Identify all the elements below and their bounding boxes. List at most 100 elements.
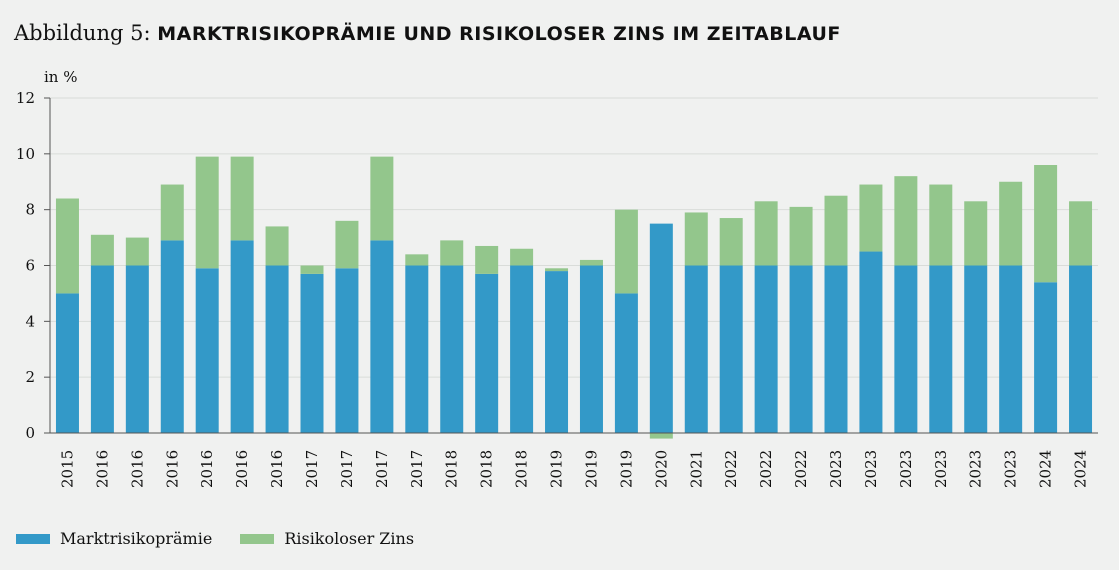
x-tick-label: 2016 <box>233 450 251 488</box>
bar-marktrisikopraemie <box>824 265 848 433</box>
x-tick-label: 2017 <box>338 450 356 488</box>
x-tick-label: 2016 <box>198 450 216 488</box>
x-tick-label: 2021 <box>687 450 705 488</box>
bar-marktrisikopraemie <box>265 265 289 433</box>
x-tick-label: 2018 <box>478 450 496 488</box>
x-tick-label: 2018 <box>513 450 531 488</box>
bar-risikoloser-zins <box>335 220 359 269</box>
bar-marktrisikopraemie <box>649 223 673 433</box>
x-tick-label: 2022 <box>722 450 740 488</box>
x-tick-label: 2016 <box>163 450 181 488</box>
bar-marktrisikopraemie <box>894 265 918 433</box>
bar-marktrisikopraemie <box>859 251 883 433</box>
bar-risikoloser-zins <box>370 156 394 241</box>
bar-risikoloser-zins <box>405 254 429 266</box>
figure-number: Abbildung 5: <box>14 21 151 45</box>
bar-marktrisikopraemie <box>475 273 499 433</box>
bar-risikoloser-zins <box>824 195 848 266</box>
x-tick-label: 2016 <box>93 450 111 488</box>
legend-item-mrp: Marktrisikoprämie <box>16 529 212 548</box>
bar-marktrisikopraemie <box>999 265 1023 433</box>
bar-marktrisikopraemie <box>160 240 184 433</box>
bars <box>55 156 1093 439</box>
legend-label-mrp: Marktrisikoprämie <box>60 529 213 548</box>
bar-risikoloser-zins <box>964 201 988 266</box>
legend: Marktrisikoprämie Risikoloser Zins <box>16 529 442 548</box>
bar-marktrisikopraemie <box>684 265 708 433</box>
grid-lines <box>50 97 1098 378</box>
bar-marktrisikopraemie <box>789 265 813 433</box>
bar-risikoloser-zins <box>999 181 1023 266</box>
bar-marktrisikopraemie <box>964 265 988 433</box>
bar-marktrisikopraemie <box>195 268 219 433</box>
bar-risikoloser-zins <box>195 156 219 269</box>
x-tick-label: 2023 <box>1002 450 1020 488</box>
y-tick-label: 4 <box>25 312 35 330</box>
bar-risikoloser-zins <box>1034 165 1058 283</box>
bar-risikoloser-zins <box>649 433 673 439</box>
x-tick-label: 2022 <box>792 450 810 488</box>
y-tick-label: 2 <box>25 368 35 386</box>
bar-marktrisikopraemie <box>719 265 743 433</box>
x-tick-label: 2024 <box>1072 450 1090 488</box>
bar-risikoloser-zins <box>614 209 638 294</box>
bar-risikoloser-zins <box>579 259 603 266</box>
x-tick-label: 2023 <box>967 450 985 488</box>
y-tick-label: 8 <box>25 201 35 219</box>
bar-marktrisikopraemie <box>300 273 324 433</box>
bar-risikoloser-zins <box>90 234 114 266</box>
x-tick-label: 2017 <box>408 450 426 488</box>
bar-risikoloser-zins <box>160 184 184 241</box>
legend-swatch-rf <box>240 533 275 544</box>
bar-risikoloser-zins <box>265 226 289 266</box>
legend-swatch-mrp <box>16 533 50 544</box>
x-tick-label: 2023 <box>897 450 915 488</box>
bar-risikoloser-zins <box>230 156 254 241</box>
x-tick-label: 2024 <box>1037 450 1055 488</box>
x-tick-label: 2022 <box>757 450 775 488</box>
y-axis-ticks: 0 2 4 6 8 10 12 <box>16 89 50 442</box>
bar-marktrisikopraemie <box>335 268 359 433</box>
bar-risikoloser-zins <box>300 265 324 274</box>
x-tick-label: 2018 <box>443 450 461 488</box>
bar-marktrisikopraemie <box>55 293 79 433</box>
bar-marktrisikopraemie <box>510 265 534 433</box>
bar-risikoloser-zins <box>475 245 499 274</box>
bar-marktrisikopraemie <box>405 265 429 433</box>
bar-marktrisikopraemie <box>230 240 254 433</box>
chart-title: Abbildung 5: MARKTRISIKOPRÄMIE UND RISIK… <box>14 20 841 47</box>
x-tick-label: 2017 <box>303 450 321 488</box>
y-tick-label: 6 <box>25 257 35 275</box>
x-tick-label: 2019 <box>582 450 600 488</box>
x-tick-label: 2016 <box>268 450 286 488</box>
x-tick-label: 2016 <box>128 450 146 488</box>
x-tick-label: 2023 <box>932 450 950 488</box>
bar-marktrisikopraemie <box>579 265 603 433</box>
x-tick-label: 2015 <box>58 450 76 488</box>
bar-marktrisikopraemie <box>1069 265 1093 433</box>
bar-risikoloser-zins <box>125 237 149 266</box>
bar-marktrisikopraemie <box>929 265 953 433</box>
x-tick-label: 2023 <box>827 450 845 488</box>
x-tick-label: 2019 <box>548 450 566 488</box>
bar-marktrisikopraemie <box>125 265 149 433</box>
bar-risikoloser-zins <box>789 206 813 266</box>
x-axis-tick-labels: 2015 2016 2016 2016 2016 2016 2016 2017 2017 2017… <box>58 450 1089 488</box>
bar-risikoloser-zins <box>929 184 953 266</box>
x-tick-label: 2017 <box>373 450 391 488</box>
y-tick-label: 0 <box>25 424 35 442</box>
bar-risikoloser-zins <box>754 201 778 266</box>
x-tick-label: 2019 <box>617 450 635 488</box>
x-tick-label: 2023 <box>862 450 880 488</box>
bar-marktrisikopraemie <box>440 265 464 433</box>
bar-marktrisikopraemie <box>1034 282 1058 433</box>
bar-risikoloser-zins <box>859 184 883 252</box>
x-tick-label: 2020 <box>652 450 670 488</box>
bar-marktrisikopraemie <box>754 265 778 433</box>
bar-risikoloser-zins <box>55 198 79 294</box>
legend-item-rf: Risikoloser Zins <box>240 529 414 548</box>
bar-risikoloser-zins <box>1069 201 1093 266</box>
bar-risikoloser-zins <box>719 218 743 266</box>
y-axis-unit-label: in % <box>44 68 78 86</box>
